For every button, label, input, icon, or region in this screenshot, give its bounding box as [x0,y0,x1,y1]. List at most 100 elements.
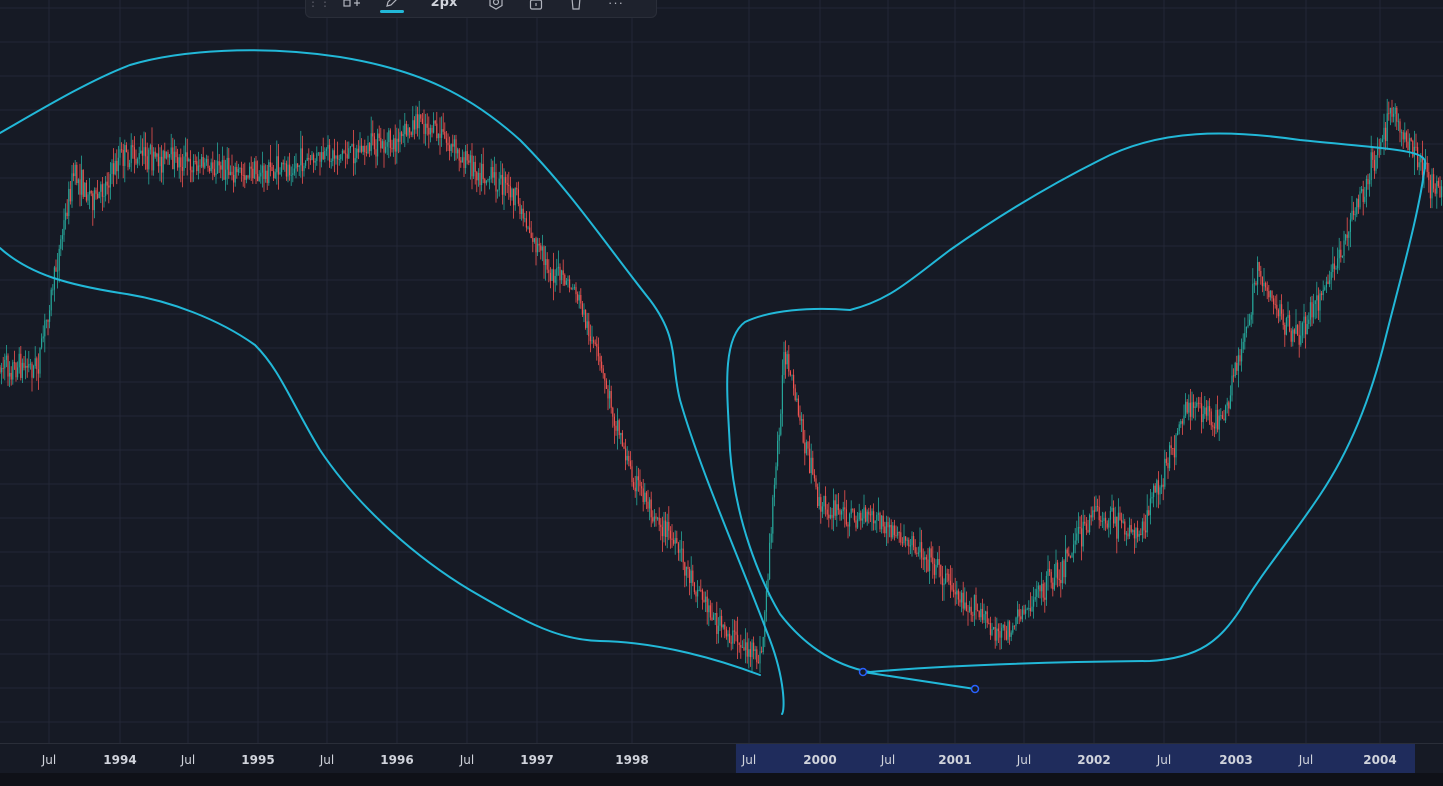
lock-icon[interactable] [516,0,556,17]
time-axis-tick-label: Jul [319,753,334,767]
candle-body [380,137,382,149]
candle-body [578,295,580,301]
candle-body [773,484,775,498]
candle-body [301,148,303,172]
candle-body [127,152,129,168]
brush-loop-right[interactable] [726,132,1427,673]
candle-body [394,138,396,152]
candle-body [1377,147,1379,156]
candle-body [913,536,915,548]
candle-body [29,363,31,365]
brush-loop-left[interactable] [0,49,785,715]
candle-body [452,143,454,147]
pen-color-button[interactable] [372,0,412,17]
candle-body [170,147,172,155]
candle-body [1084,521,1086,524]
candle-body [311,154,313,160]
gear-icon[interactable] [476,0,516,17]
candle-body [753,642,755,652]
candle-body [1233,375,1235,377]
candle-body [501,174,503,195]
candle-body [1276,304,1278,311]
candle-body [220,165,222,170]
candle-body [724,624,726,630]
candle-body [1172,448,1174,449]
candle-body [31,363,33,378]
trash-icon[interactable] [556,0,596,17]
candle-body [666,521,668,538]
candle-body [1121,519,1123,523]
candle-body [393,138,395,150]
pen-color-swatch [380,10,404,13]
drawing-layer[interactable] [0,49,1427,715]
candle-body [1223,418,1225,421]
more-options-button[interactable]: ··· [608,0,624,10]
trend-line[interactable] [862,671,976,690]
candle-body [84,182,86,197]
line-width-button[interactable]: 2px [430,0,458,10]
candle-body [621,432,623,447]
candle-body [794,388,796,401]
add-object-icon[interactable] [332,0,372,17]
candle-body [497,190,499,192]
candle-body [1327,281,1329,285]
candle-body [193,161,195,173]
candle-body [0,367,1,373]
candle-body [1420,156,1422,163]
candle-body [905,536,907,541]
candle-body [231,171,233,175]
candle-body [442,129,444,132]
candle-body [37,369,39,374]
candle-body [141,150,143,156]
candle-body [609,391,611,399]
candle-body [1412,140,1414,157]
candle-body [103,195,105,197]
candle-body [925,557,927,560]
candle-body [117,157,119,172]
candle-body [1349,219,1351,232]
candle-body [1316,295,1318,301]
candle-body [1388,113,1390,115]
candle-body [650,499,652,518]
candle-body [308,157,310,160]
candle-body [988,622,990,624]
candle-body [903,536,905,544]
drag-handle-icon[interactable]: ⋮⋮ [307,0,331,9]
trend-line-handle-end[interactable] [970,684,980,694]
candle-body [1437,180,1439,187]
candle-body [1357,198,1359,208]
candle-body [714,613,716,615]
candle-body [1173,448,1175,458]
candle-body [1165,458,1167,463]
candle-body [729,633,731,643]
candle-body [1130,525,1132,532]
time-axis[interactable]: Jul 1994 Jul 1995 Jul 1996 Jul 1997 1998 Jul 2000 J… [0,744,1443,773]
candle-body [585,309,587,328]
candle-body [1244,333,1246,342]
candle-body [721,615,723,628]
trend-line-handle-start[interactable] [858,667,868,677]
brush-loop-left-lower[interactable] [0,247,761,676]
candle-body [1197,402,1199,404]
candle-body [178,157,180,168]
candle-body [1079,526,1081,529]
candle-body [341,150,343,155]
candle-body [1037,585,1039,590]
candle-body [100,184,102,192]
candle-body [1124,521,1126,535]
candle-body [938,558,940,565]
candle-body [887,521,889,528]
candle-body [1201,403,1203,423]
candle-body [777,440,779,467]
candle-body [983,614,985,620]
candle-body [1135,527,1137,539]
candle-body [1178,424,1180,431]
candle-body [1396,107,1398,122]
candle-body [1300,335,1302,345]
candle-body [513,188,515,206]
candle-body [133,147,135,159]
candle-body [1185,401,1187,416]
candle-body [681,548,683,550]
candle-body [674,538,676,544]
